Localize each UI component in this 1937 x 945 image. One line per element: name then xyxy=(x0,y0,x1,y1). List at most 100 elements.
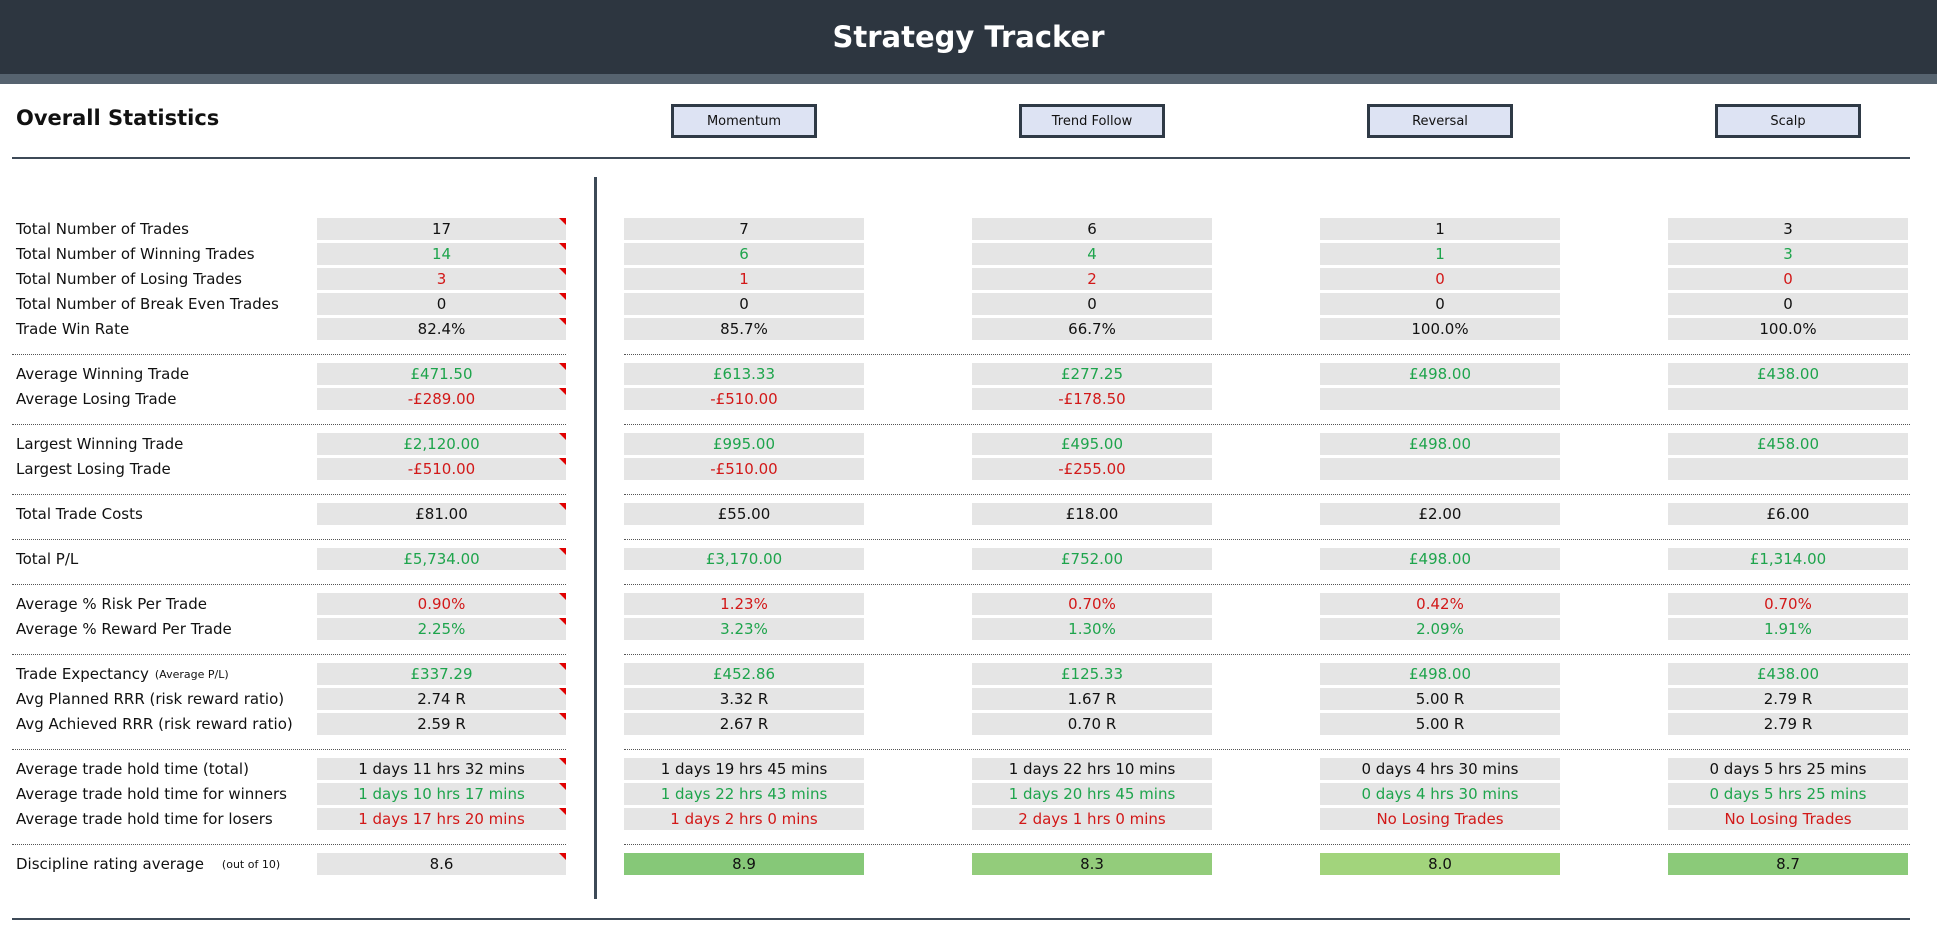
cell-scalp-losing-trades[interactable]: 0 xyxy=(1668,268,1908,290)
cell-scalp-avg-reward[interactable]: 1.91% xyxy=(1668,618,1908,640)
cell-scalp-break-even-trades[interactable]: 0 xyxy=(1668,293,1908,315)
cell-momentum-losing-trades[interactable]: 1 xyxy=(624,268,864,290)
cell-trend-follow-avg-winning[interactable]: £277.25 xyxy=(972,363,1212,385)
cell-reversal-achieved-rrr[interactable]: 5.00 R xyxy=(1320,713,1560,735)
cell-overall-losing-trades[interactable]: 3 xyxy=(317,268,566,290)
cell-overall-hold-total[interactable]: 1 days 11 hrs 32 mins xyxy=(317,758,566,780)
cell-reversal-avg-reward[interactable]: 2.09% xyxy=(1320,618,1560,640)
reversal-button[interactable]: Reversal xyxy=(1367,104,1513,138)
cell-momentum-trade-costs[interactable]: £55.00 xyxy=(624,503,864,525)
cell-overall-win-rate[interactable]: 82.4% xyxy=(317,318,566,340)
cell-overall-break-even-trades[interactable]: 0 xyxy=(317,293,566,315)
cell-overall-winning-trades[interactable]: 14 xyxy=(317,243,566,265)
cell-momentum-largest-losing[interactable]: -£510.00 xyxy=(624,458,864,480)
cell-trend-follow-total-pl[interactable]: £752.00 xyxy=(972,548,1212,570)
cell-trend-follow-hold-losers[interactable]: 2 days 1 hrs 0 mins xyxy=(972,808,1212,830)
cell-reversal-break-even-trades[interactable]: 0 xyxy=(1320,293,1560,315)
cell-overall-total-pl[interactable]: £5,734.00 xyxy=(317,548,566,570)
cell-trend-follow-losing-trades[interactable]: 2 xyxy=(972,268,1212,290)
cell-momentum-break-even-trades[interactable]: 0 xyxy=(624,293,864,315)
cell-overall-hold-losers[interactable]: 1 days 17 hrs 20 mins xyxy=(317,808,566,830)
cell-scalp-achieved-rrr[interactable]: 2.79 R xyxy=(1668,713,1908,735)
cell-overall-avg-losing[interactable]: -£289.00 xyxy=(317,388,566,410)
cell-scalp-win-rate[interactable]: 100.0% xyxy=(1668,318,1908,340)
cell-reversal-win-rate[interactable]: 100.0% xyxy=(1320,318,1560,340)
cell-scalp-largest-losing[interactable] xyxy=(1668,458,1908,480)
cell-reversal-hold-losers[interactable]: No Losing Trades xyxy=(1320,808,1560,830)
cell-trend-follow-discipline[interactable]: 8.3 xyxy=(972,853,1212,875)
cell-trend-follow-largest-losing[interactable]: -£255.00 xyxy=(972,458,1212,480)
cell-scalp-planned-rrr[interactable]: 2.79 R xyxy=(1668,688,1908,710)
cell-trend-follow-total-trades[interactable]: 6 xyxy=(972,218,1212,240)
cell-momentum-avg-winning[interactable]: £613.33 xyxy=(624,363,864,385)
cell-overall-achieved-rrr[interactable]: 2.59 R xyxy=(317,713,566,735)
cell-reversal-losing-trades[interactable]: 0 xyxy=(1320,268,1560,290)
cell-reversal-planned-rrr[interactable]: 5.00 R xyxy=(1320,688,1560,710)
cell-scalp-hold-losers[interactable]: No Losing Trades xyxy=(1668,808,1908,830)
cell-trend-follow-win-rate[interactable]: 66.7% xyxy=(972,318,1212,340)
cell-trend-follow-hold-total[interactable]: 1 days 22 hrs 10 mins xyxy=(972,758,1212,780)
cell-scalp-hold-total[interactable]: 0 days 5 hrs 25 mins xyxy=(1668,758,1908,780)
cell-overall-planned-rrr[interactable]: 2.74 R xyxy=(317,688,566,710)
cell-overall-avg-risk[interactable]: 0.90% xyxy=(317,593,566,615)
cell-reversal-largest-winning[interactable]: £498.00 xyxy=(1320,433,1560,455)
cell-momentum-hold-losers[interactable]: 1 days 2 hrs 0 mins xyxy=(624,808,864,830)
cell-trend-follow-break-even-trades[interactable]: 0 xyxy=(972,293,1212,315)
momentum-button[interactable]: Momentum xyxy=(671,104,817,138)
cell-momentum-avg-reward[interactable]: 3.23% xyxy=(624,618,864,640)
cell-reversal-expectancy[interactable]: £498.00 xyxy=(1320,663,1560,685)
cell-reversal-avg-losing[interactable] xyxy=(1320,388,1560,410)
cell-scalp-avg-losing[interactable] xyxy=(1668,388,1908,410)
cell-momentum-largest-winning[interactable]: £995.00 xyxy=(624,433,864,455)
cell-momentum-planned-rrr[interactable]: 3.32 R xyxy=(624,688,864,710)
cell-overall-discipline[interactable]: 8.6 xyxy=(317,853,566,875)
cell-overall-trade-costs[interactable]: £81.00 xyxy=(317,503,566,525)
cell-trend-follow-avg-losing[interactable]: -£178.50 xyxy=(972,388,1212,410)
cell-scalp-total-pl[interactable]: £1,314.00 xyxy=(1668,548,1908,570)
cell-momentum-avg-losing[interactable]: -£510.00 xyxy=(624,388,864,410)
cell-trend-follow-avg-risk[interactable]: 0.70% xyxy=(972,593,1212,615)
cell-reversal-hold-winners[interactable]: 0 days 4 hrs 30 mins xyxy=(1320,783,1560,805)
cell-momentum-total-pl[interactable]: £3,170.00 xyxy=(624,548,864,570)
cell-scalp-avg-risk[interactable]: 0.70% xyxy=(1668,593,1908,615)
cell-momentum-total-trades[interactable]: 7 xyxy=(624,218,864,240)
cell-reversal-avg-risk[interactable]: 0.42% xyxy=(1320,593,1560,615)
trend-follow-button[interactable]: Trend Follow xyxy=(1019,104,1165,138)
cell-reversal-hold-total[interactable]: 0 days 4 hrs 30 mins xyxy=(1320,758,1560,780)
cell-momentum-win-rate[interactable]: 85.7% xyxy=(624,318,864,340)
cell-scalp-largest-winning[interactable]: £458.00 xyxy=(1668,433,1908,455)
cell-trend-follow-avg-reward[interactable]: 1.30% xyxy=(972,618,1212,640)
cell-scalp-avg-winning[interactable]: £438.00 xyxy=(1668,363,1908,385)
cell-trend-follow-trade-costs[interactable]: £18.00 xyxy=(972,503,1212,525)
cell-scalp-trade-costs[interactable]: £6.00 xyxy=(1668,503,1908,525)
cell-overall-largest-losing[interactable]: -£510.00 xyxy=(317,458,566,480)
cell-scalp-hold-winners[interactable]: 0 days 5 hrs 25 mins xyxy=(1668,783,1908,805)
cell-momentum-avg-risk[interactable]: 1.23% xyxy=(624,593,864,615)
cell-overall-expectancy[interactable]: £337.29 xyxy=(317,663,566,685)
cell-trend-follow-achieved-rrr[interactable]: 0.70 R xyxy=(972,713,1212,735)
cell-scalp-expectancy[interactable]: £438.00 xyxy=(1668,663,1908,685)
cell-overall-largest-winning[interactable]: £2,120.00 xyxy=(317,433,566,455)
cell-scalp-winning-trades[interactable]: 3 xyxy=(1668,243,1908,265)
cell-reversal-total-trades[interactable]: 1 xyxy=(1320,218,1560,240)
cell-reversal-largest-losing[interactable] xyxy=(1320,458,1560,480)
cell-momentum-expectancy[interactable]: £452.86 xyxy=(624,663,864,685)
cell-reversal-discipline[interactable]: 8.0 xyxy=(1320,853,1560,875)
cell-trend-follow-expectancy[interactable]: £125.33 xyxy=(972,663,1212,685)
cell-overall-avg-reward[interactable]: 2.25% xyxy=(317,618,566,640)
cell-reversal-winning-trades[interactable]: 1 xyxy=(1320,243,1560,265)
cell-momentum-winning-trades[interactable]: 6 xyxy=(624,243,864,265)
cell-scalp-total-trades[interactable]: 3 xyxy=(1668,218,1908,240)
cell-trend-follow-hold-winners[interactable]: 1 days 20 hrs 45 mins xyxy=(972,783,1212,805)
cell-scalp-discipline[interactable]: 8.7 xyxy=(1668,853,1908,875)
cell-momentum-achieved-rrr[interactable]: 2.67 R xyxy=(624,713,864,735)
cell-trend-follow-winning-trades[interactable]: 4 xyxy=(972,243,1212,265)
cell-momentum-hold-winners[interactable]: 1 days 22 hrs 43 mins xyxy=(624,783,864,805)
cell-overall-hold-winners[interactable]: 1 days 10 hrs 17 mins xyxy=(317,783,566,805)
cell-reversal-total-pl[interactable]: £498.00 xyxy=(1320,548,1560,570)
cell-trend-follow-planned-rrr[interactable]: 1.67 R xyxy=(972,688,1212,710)
cell-overall-avg-winning[interactable]: £471.50 xyxy=(317,363,566,385)
cell-reversal-avg-winning[interactable]: £498.00 xyxy=(1320,363,1560,385)
cell-trend-follow-largest-winning[interactable]: £495.00 xyxy=(972,433,1212,455)
cell-reversal-trade-costs[interactable]: £2.00 xyxy=(1320,503,1560,525)
